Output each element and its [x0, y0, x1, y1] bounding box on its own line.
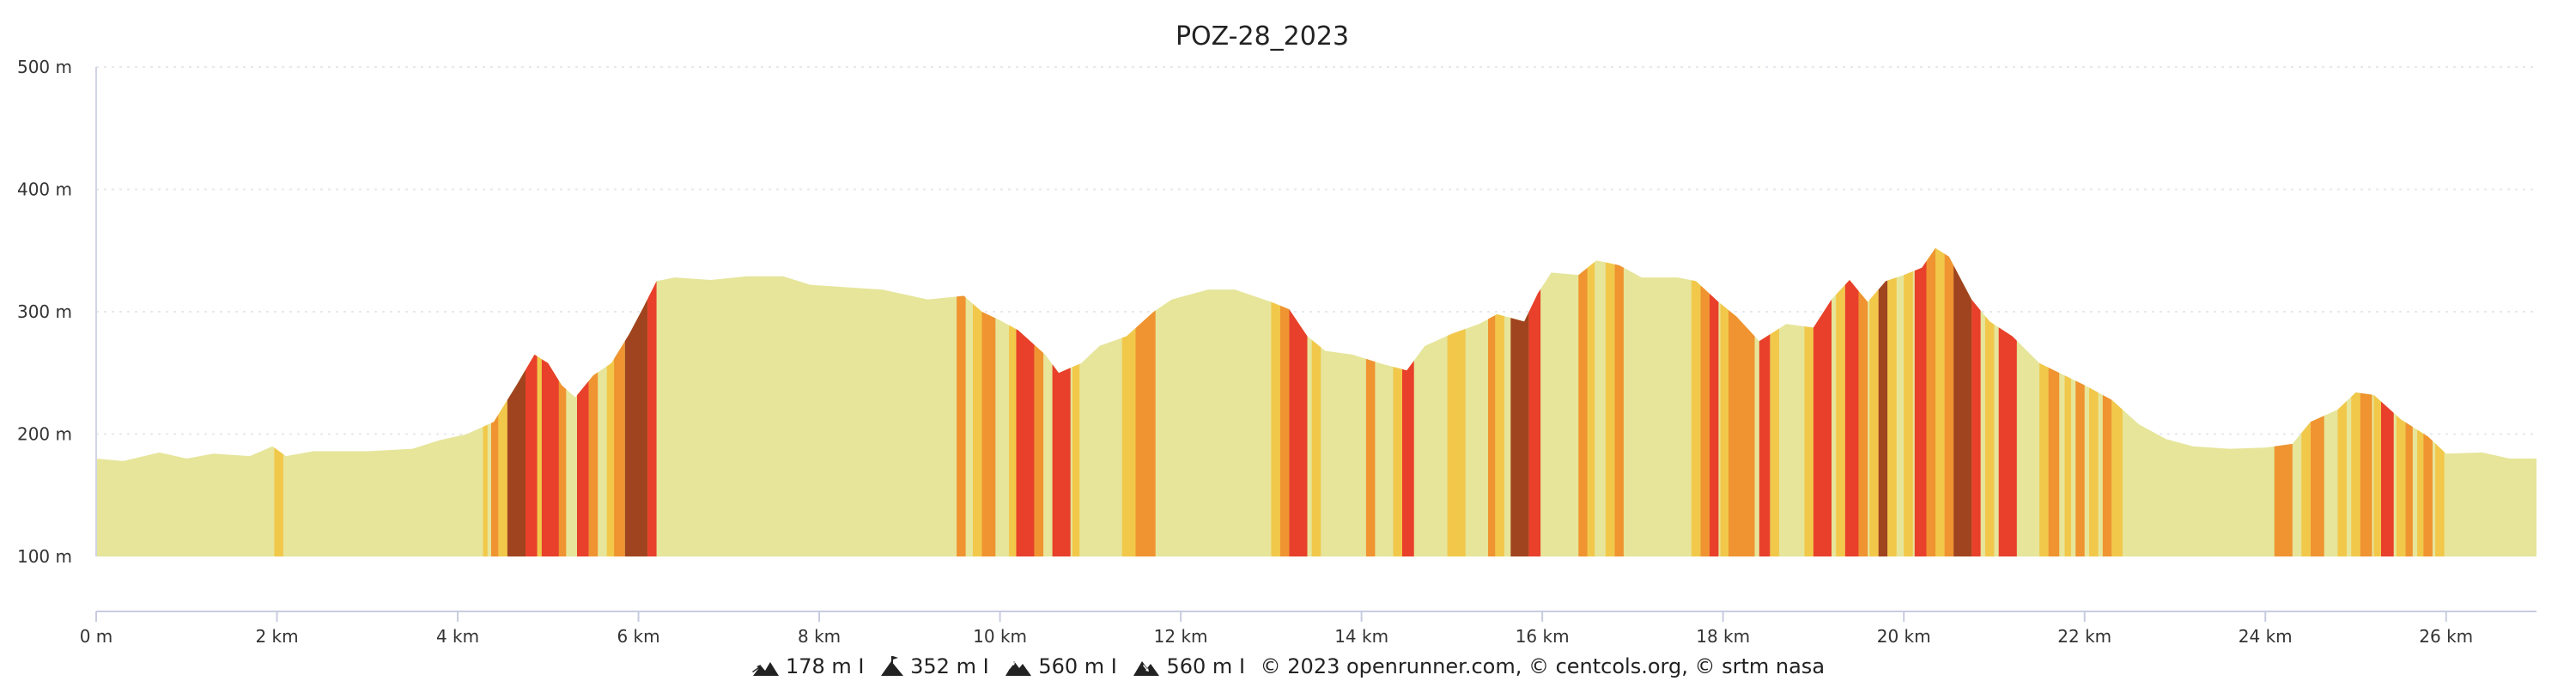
x-tick-label: 26 km	[2419, 626, 2473, 647]
gradient-band-light	[1271, 247, 1280, 556]
x-tick-label: 6 km	[617, 626, 659, 647]
gradient-band-light	[1009, 247, 1017, 556]
gradient-band-extreme	[624, 247, 648, 556]
gradient-band-light	[1393, 247, 1402, 556]
y-axis-labels: 100 m 200 m 300 m 400 m 500 m	[17, 57, 72, 567]
x-tick-label: 22 km	[2057, 626, 2111, 647]
gradient-band-strong	[541, 247, 559, 556]
gradient-band-light	[1587, 247, 1595, 556]
gradient-band-light	[1804, 247, 1814, 556]
gradient-band-light	[2351, 247, 2360, 556]
gradient-band-strong	[1844, 247, 1859, 556]
x-tick-label: 14 km	[1334, 626, 1388, 647]
y-tick-label: 100 m	[17, 546, 72, 567]
elevation-stat-4-value: 560 m	[1166, 654, 1233, 678]
summit-icon	[881, 656, 904, 676]
gradient-band-strong	[1971, 247, 1981, 556]
gradient-band-medium	[588, 247, 598, 556]
descent-icon	[1133, 661, 1160, 676]
x-tick-label: 0 m	[80, 626, 113, 647]
gradient-band-medium	[1034, 247, 1044, 556]
elevation-stat-2: 352 m I	[879, 654, 995, 678]
gradient-band-medium	[1279, 247, 1290, 556]
gradient-band-light	[2064, 247, 2071, 556]
x-tick-label: 4 km	[436, 626, 479, 647]
gradient-band-extreme	[1878, 247, 1888, 556]
x-tick-label: 2 km	[255, 626, 298, 647]
x-tick-label: 18 km	[1696, 626, 1750, 647]
credits-text: © 2023 openrunner.com, © centcols.org, ©…	[1260, 654, 1826, 678]
gradient-band-light	[1691, 247, 1701, 556]
gradient-band-medium	[1578, 247, 1588, 556]
x-axis-ticks: 0 m 2 km 4 km 6 km 8 km 10 km 12 km 14 km 16 km 1…	[80, 611, 2473, 647]
gradient-band-light	[1720, 247, 1728, 556]
elevation-stat-1-value: 178 m	[785, 654, 852, 678]
gradient-band-medium	[1365, 247, 1376, 556]
gradient-band-medium	[558, 247, 567, 556]
gradient-band-medium	[1614, 247, 1624, 556]
gradient-band-strong	[1914, 247, 1927, 556]
gradient-band-light	[606, 247, 615, 556]
y-tick-label: 500 m	[17, 57, 72, 77]
gradient-band-light	[1869, 247, 1879, 556]
elevation-stat-3: 560 m I	[1004, 654, 1123, 678]
gradient-band-light	[1072, 247, 1080, 556]
gradient-band-light	[1495, 247, 1504, 556]
gradient-band-medium	[1858, 247, 1868, 556]
gradient-band-extreme	[1510, 247, 1529, 556]
ascent-icon	[751, 662, 779, 676]
gradient-band-light	[2301, 247, 2311, 556]
gradient-band-light	[1770, 247, 1779, 556]
gradient-band-light	[1887, 247, 1897, 556]
gradient-band-extreme	[1953, 247, 1972, 556]
gradient-band-strong	[1528, 247, 1541, 556]
elevation-stat-4: 560 m I	[1132, 654, 1251, 678]
x-tick-label: 12 km	[1154, 626, 1208, 647]
gradient-band-strong	[647, 247, 657, 556]
gradient-band-medium	[1944, 247, 1954, 556]
gradient-band-medium	[1135, 247, 1156, 556]
gradient-band-light	[973, 247, 982, 556]
gradient-band-light	[2039, 247, 2049, 556]
y-tick-label: 400 m	[17, 179, 72, 200]
gradient-band-strong	[1759, 247, 1771, 556]
x-tick-label: 24 km	[2239, 626, 2293, 647]
elevation-stat-3-value: 560 m	[1038, 654, 1105, 678]
chart-footer: 178 m I 352 m I 560 m I 560 m I © 2023 o…	[0, 654, 2576, 678]
y-tick-label: 300 m	[17, 301, 72, 322]
gradient-band-light	[2089, 247, 2099, 556]
gradient-band-medium	[957, 247, 966, 556]
gradient-band-light	[1904, 247, 1913, 556]
gradient-band-strong	[1709, 247, 1719, 556]
elevation-stat-1: 178 m I	[751, 654, 871, 678]
elevation-chart: POZ-28_2023 100 m 200 m 300 m 400 m 500 m 0 …	[17, 21, 2537, 647]
x-tick-label: 16 km	[1516, 626, 1570, 647]
gradient-band-light	[1935, 247, 1945, 556]
x-tick-label: 20 km	[1877, 626, 1931, 647]
gradient-band-medium	[2075, 247, 2085, 556]
gradient-band-medium	[1926, 247, 1935, 556]
gradient-band-strong	[1289, 247, 1308, 556]
y-tick-label: 200 m	[17, 424, 72, 445]
climb-icon	[1005, 661, 1032, 676]
gradient-band-medium	[2102, 247, 2112, 556]
gradient-band-light	[2373, 247, 2381, 556]
gradient-band-medium	[1488, 247, 1496, 556]
gradient-band-strong	[1813, 247, 1832, 556]
gradient-band-strong	[577, 247, 589, 556]
gradient-band-light	[1836, 247, 1845, 556]
x-tick-label: 8 km	[798, 626, 841, 647]
gradient-band-light	[1311, 247, 1321, 556]
gradient-band-light	[537, 247, 542, 556]
gradient-band-light	[1984, 247, 1995, 556]
gradient-band-medium	[981, 247, 996, 556]
gradient-band-medium	[1700, 247, 1710, 556]
gradient-band-light	[1605, 247, 1615, 556]
elevation-stat-2-value: 352 m	[910, 654, 976, 678]
x-tick-label: 10 km	[973, 626, 1027, 647]
chart-title: POZ-28_2023	[1176, 21, 1349, 52]
